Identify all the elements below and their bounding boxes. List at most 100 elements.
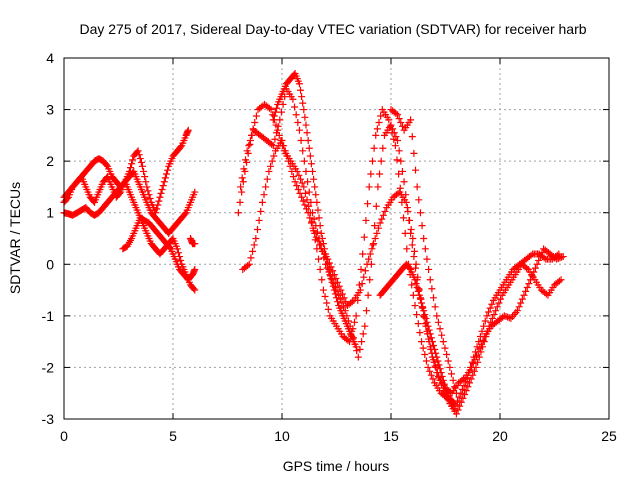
x-tick-labels: 0 5 10 15 20 25 <box>60 428 617 444</box>
plot-frame <box>63 57 610 420</box>
data-point <box>348 298 356 306</box>
data-point <box>400 214 408 222</box>
data-point <box>430 294 438 302</box>
data-point <box>363 260 371 268</box>
data-point <box>457 398 465 406</box>
data-point <box>289 95 297 103</box>
data-point <box>298 193 306 201</box>
data-point <box>533 260 541 268</box>
y-tick-labels: -3 -2 -1 0 1 2 3 4 <box>42 50 55 427</box>
data-point <box>153 205 161 213</box>
data-point <box>146 195 154 203</box>
data-point <box>535 256 543 264</box>
data-point <box>137 158 145 166</box>
data-point <box>155 197 163 205</box>
data-point <box>439 338 447 346</box>
data-point <box>293 182 301 190</box>
data-point <box>270 152 278 160</box>
data-point <box>490 311 498 319</box>
data-point <box>523 283 531 291</box>
data-point <box>379 144 387 152</box>
data-point <box>300 157 308 165</box>
data-point <box>160 178 168 186</box>
data-point <box>436 365 444 373</box>
data-point <box>314 237 322 245</box>
data-point <box>359 250 367 258</box>
data-point <box>327 274 335 282</box>
data-point <box>435 361 443 369</box>
data-point <box>377 157 385 165</box>
data-point <box>246 137 254 145</box>
data-point <box>350 318 358 326</box>
x-tick-label: 20 <box>492 428 508 444</box>
data-point <box>554 254 562 262</box>
data-point <box>424 363 432 371</box>
data-point <box>465 379 473 387</box>
data-point <box>374 183 382 191</box>
data-point <box>374 224 382 232</box>
data-point <box>321 293 329 301</box>
data-point <box>245 260 253 268</box>
data-point <box>407 116 415 124</box>
data-point <box>249 247 257 255</box>
data-point <box>304 209 312 217</box>
data-point <box>553 255 561 263</box>
data-point <box>485 308 493 316</box>
data-point <box>181 210 189 218</box>
data-point <box>158 186 166 194</box>
data-point <box>368 245 376 253</box>
data-point <box>412 166 420 174</box>
data-point <box>338 290 346 298</box>
data-point <box>443 351 451 359</box>
data-point <box>297 175 305 183</box>
data-point <box>531 264 539 272</box>
data-point <box>493 303 501 311</box>
data-point <box>267 162 275 170</box>
data-point <box>395 147 403 155</box>
data-point <box>318 235 326 242</box>
data-point <box>352 312 360 320</box>
data-point <box>413 311 421 319</box>
data-point <box>470 367 478 375</box>
data-point <box>325 259 333 267</box>
data-point <box>252 235 260 242</box>
series-9 <box>269 69 360 351</box>
data-point <box>413 183 421 191</box>
data-point <box>412 260 420 268</box>
data-point <box>555 277 563 285</box>
data-point <box>441 344 449 352</box>
y-tick-label: 1 <box>46 205 54 221</box>
data-point <box>316 241 324 249</box>
data-point <box>306 214 314 222</box>
data-point <box>414 320 422 328</box>
data-point <box>291 178 299 186</box>
data-point <box>476 344 484 352</box>
data-point <box>255 216 263 224</box>
data-point <box>162 170 170 178</box>
data-point <box>458 385 466 393</box>
data-point <box>446 363 454 371</box>
data-point <box>483 312 491 320</box>
data-point <box>421 245 429 253</box>
data-point <box>294 186 302 194</box>
data-point <box>412 280 420 288</box>
y-tick-label: 2 <box>46 153 54 169</box>
data-point <box>361 322 369 330</box>
data-point <box>304 178 312 186</box>
data-point <box>500 312 508 320</box>
data-point <box>400 178 408 186</box>
data-point <box>299 99 307 107</box>
x-tick-label: 15 <box>383 428 399 444</box>
data-point <box>253 225 261 233</box>
data-point <box>316 222 324 230</box>
data-point <box>418 222 426 230</box>
data-point <box>358 338 366 346</box>
data-point <box>378 215 386 223</box>
data-point <box>103 161 111 169</box>
data-point <box>322 250 330 258</box>
data-point <box>367 170 375 178</box>
data-point <box>325 265 333 273</box>
data-point <box>356 345 364 353</box>
data-point <box>434 318 442 326</box>
data-point <box>406 264 414 272</box>
